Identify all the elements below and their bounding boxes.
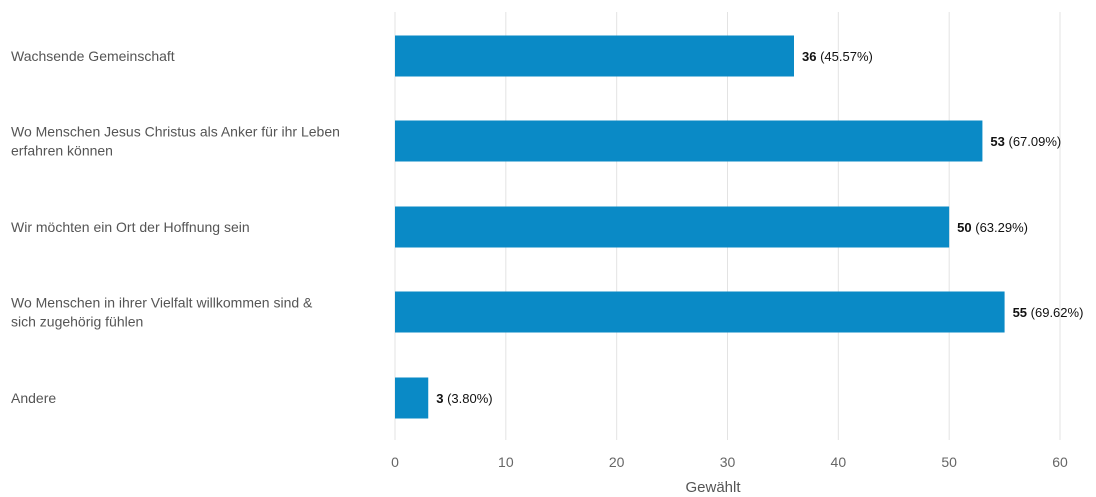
x-tick-label: 50 <box>941 454 957 470</box>
category-label: Wachsende Gemeinschaft <box>11 48 175 64</box>
category-label: Wir möchten ein Ort der Hoffnung sein <box>11 219 250 235</box>
x-axis-title: Gewählt <box>685 479 741 496</box>
bar <box>395 291 1005 333</box>
data-labels: 36 (45.57%) 53 (67.09%) 50 (63.29%) 55 (69.… <box>436 49 1083 406</box>
category-label: Andere <box>11 390 56 406</box>
bar <box>395 35 794 77</box>
data-label: 3 (3.80%) <box>436 391 492 406</box>
x-tick-labels: 0 10 20 30 40 50 60 <box>391 454 1068 470</box>
x-tick-label: 30 <box>720 454 736 470</box>
bar <box>395 120 983 162</box>
data-label: 53 (67.09%) <box>990 134 1061 149</box>
bar <box>395 377 429 419</box>
category-label: Wo Menschen Jesus Christus als Anker für… <box>11 124 340 159</box>
x-tick-label: 40 <box>831 454 847 470</box>
category-label: Wo Menschen in ihrer Vielfalt willkommen… <box>11 295 313 330</box>
x-tick-label: 20 <box>609 454 625 470</box>
data-label: 55 (69.62%) <box>1013 305 1084 320</box>
bar <box>395 206 950 248</box>
x-tick-label: 0 <box>391 454 399 470</box>
category-labels: Wachsende Gemeinschaft Wo Menschen Jesus … <box>11 48 340 406</box>
x-tick-label: 60 <box>1052 454 1068 470</box>
bars <box>395 35 1005 419</box>
data-label: 36 (45.57%) <box>802 49 873 64</box>
data-label: 50 (63.29%) <box>957 220 1028 235</box>
x-tick-label: 10 <box>498 454 514 470</box>
